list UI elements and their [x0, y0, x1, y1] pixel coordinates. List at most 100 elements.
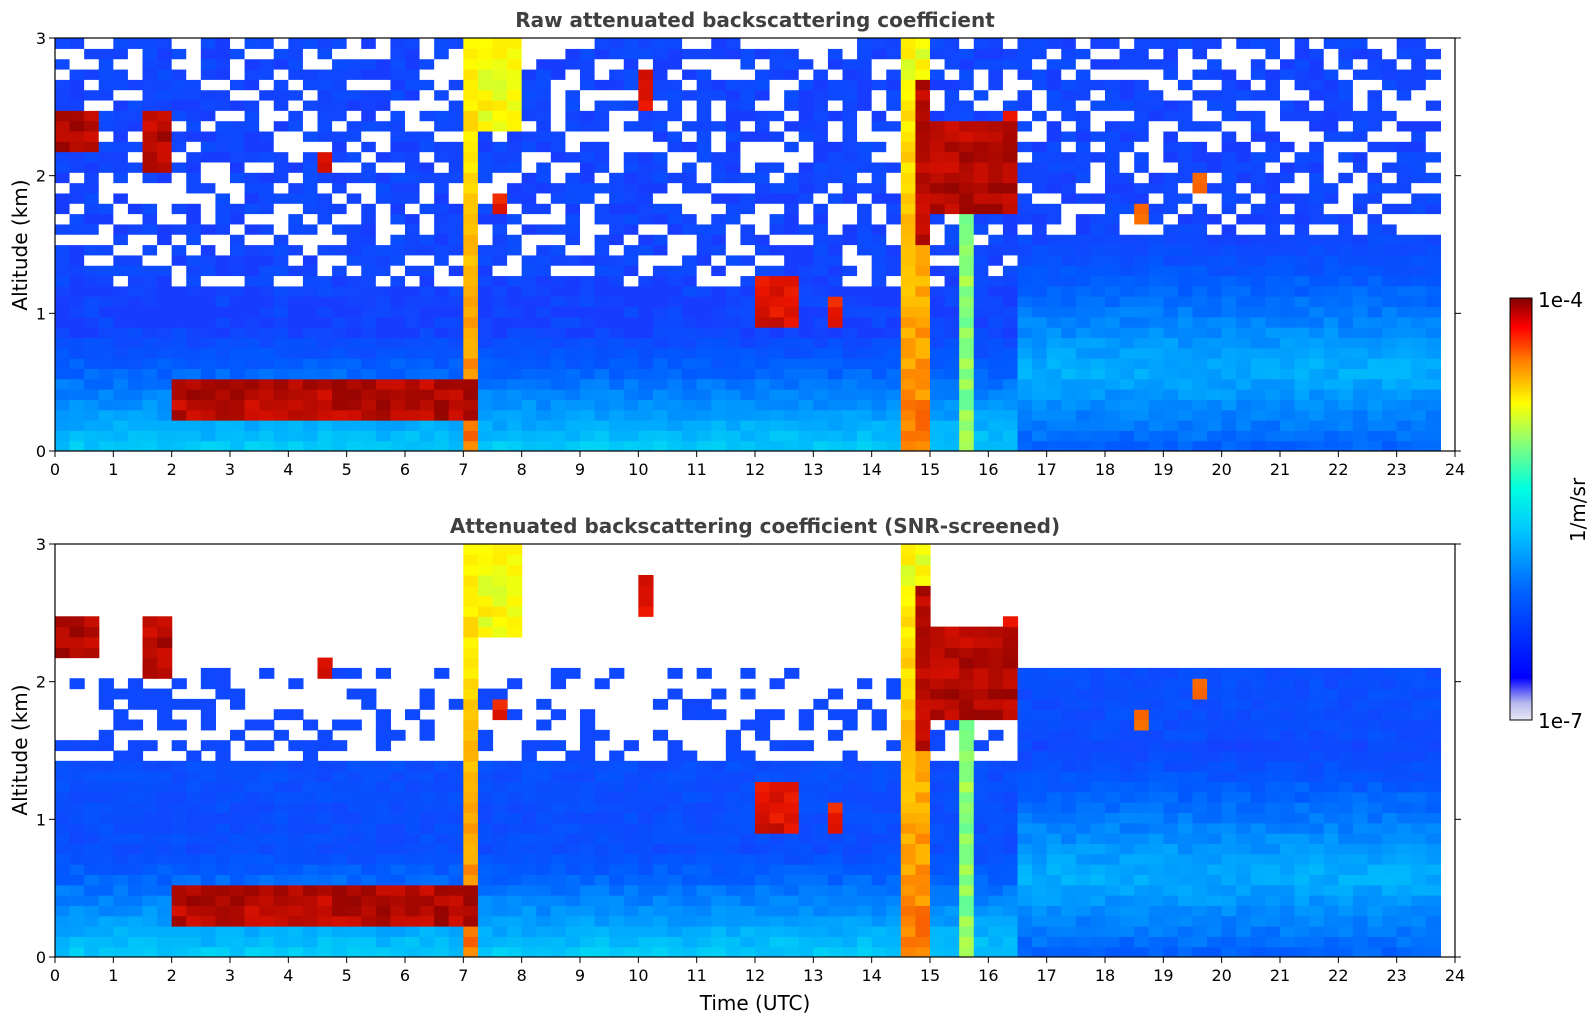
- heatmap-cell: [317, 316, 333, 328]
- heatmap-cell: [113, 853, 129, 865]
- heatmap-cell: [1411, 265, 1427, 277]
- heatmap-cell: [623, 306, 639, 318]
- heatmap-cell: [171, 884, 187, 896]
- heatmap-cell: [492, 915, 508, 927]
- heatmap-cell: [55, 58, 71, 70]
- heatmap-cell: [1294, 368, 1310, 380]
- heatmap-cell: [565, 905, 581, 917]
- heatmap-cell: [1148, 254, 1164, 266]
- heatmap-cell: [594, 203, 610, 215]
- heatmap-cell: [142, 688, 158, 700]
- heatmap-cell: [1148, 38, 1164, 49]
- heatmap-cell: [1017, 161, 1033, 173]
- heatmap-cell: [244, 926, 260, 937]
- heatmap-cell: [798, 378, 814, 390]
- heatmap-cell: [1382, 430, 1398, 442]
- heatmap-cell: [230, 926, 246, 937]
- heatmap-cell: [1090, 141, 1106, 153]
- heatmap-cell: [988, 99, 1004, 111]
- heatmap-cell: [419, 182, 435, 194]
- heatmap-cell: [842, 141, 858, 153]
- heatmap-cell: [565, 667, 581, 679]
- heatmap-cell: [215, 667, 231, 679]
- heatmap-cell: [930, 141, 946, 153]
- heatmap-cell: [434, 378, 450, 390]
- heatmap-cell: [390, 38, 406, 49]
- heatmap-cell: [492, 120, 508, 132]
- heatmap-cell: [550, 316, 567, 328]
- heatmap-cell: [1425, 130, 1442, 142]
- heatmap-cell: [507, 853, 523, 865]
- heatmap-cell: [842, 130, 858, 142]
- heatmap-cell: [638, 213, 654, 225]
- heatmap-cell: [463, 926, 479, 937]
- heatmap-cell: [1032, 151, 1048, 163]
- heatmap-cell: [930, 265, 946, 277]
- heatmap-cell: [652, 843, 669, 855]
- heatmap-cell: [390, 791, 406, 803]
- heatmap-cell: [492, 265, 508, 277]
- heatmap-cell: [419, 234, 435, 246]
- heatmap-cell: [521, 420, 537, 431]
- heatmap-cell: [725, 110, 742, 122]
- heatmap-cell: [302, 833, 319, 845]
- heatmap-cell: [1090, 130, 1106, 142]
- heatmap-cell: [317, 234, 333, 246]
- heatmap-cell: [521, 409, 537, 421]
- heatmap-cell: [1032, 265, 1048, 277]
- heatmap-cell: [361, 203, 377, 215]
- heatmap-cell: [113, 709, 129, 721]
- heatmap-cell: [171, 853, 187, 865]
- heatmap-cell: [1265, 110, 1281, 122]
- heatmap-cell: [142, 430, 158, 442]
- heatmap-cell: [332, 915, 348, 927]
- heatmap-cell: [594, 337, 610, 349]
- heatmap-cell: [317, 192, 333, 204]
- heatmap-cell: [521, 296, 537, 308]
- heatmap-cell: [959, 244, 975, 256]
- heatmap-cell: [113, 874, 129, 886]
- heatmap-cell: [900, 254, 917, 266]
- heatmap-cell: [959, 48, 975, 60]
- heatmap-cell: [1425, 192, 1442, 204]
- heatmap-cell: [171, 327, 187, 339]
- heatmap-cell: [157, 172, 173, 184]
- heatmap-cell: [1134, 48, 1150, 60]
- heatmap-cell: [857, 192, 873, 204]
- heatmap-cell: [69, 48, 85, 60]
- heatmap-cell: [682, 399, 698, 411]
- heatmap-cell: [1221, 110, 1237, 122]
- heatmap-cell: [302, 285, 319, 297]
- heatmap-cell: [1425, 254, 1442, 266]
- heatmap-cell: [55, 151, 71, 163]
- heatmap-cell: [740, 223, 756, 235]
- heatmap-cell: [419, 151, 435, 163]
- heatmap-cell: [638, 347, 654, 359]
- heatmap-cell: [98, 58, 114, 70]
- heatmap-cell: [186, 141, 202, 153]
- heatmap-cell: [740, 68, 756, 80]
- heatmap-cell: [215, 791, 231, 803]
- heatmap-cell: [375, 254, 392, 266]
- heatmap-cell: [448, 812, 464, 824]
- heatmap-cell: [652, 698, 669, 710]
- heatmap-cell: [317, 802, 333, 814]
- heatmap-cell: [463, 68, 479, 80]
- heatmap-cell: [434, 306, 450, 318]
- heatmap-cell: [725, 905, 742, 917]
- heatmap-cell: [1396, 327, 1412, 339]
- heatmap-cell: [798, 327, 814, 339]
- heatmap-cell: [405, 347, 421, 359]
- heatmap-cell: [725, 213, 742, 225]
- heatmap-cell: [390, 265, 406, 277]
- heatmap-cell: [915, 79, 931, 91]
- heatmap-cell: [915, 440, 931, 451]
- heatmap-cell: [332, 781, 348, 793]
- heatmap-cell: [1002, 368, 1019, 380]
- heatmap-cell: [55, 420, 71, 431]
- heatmap-cell: [215, 843, 231, 855]
- heatmap-cell: [959, 99, 975, 111]
- heatmap-cell: [871, 296, 887, 308]
- heatmap-cell: [1338, 223, 1354, 235]
- heatmap-cell: [259, 409, 275, 421]
